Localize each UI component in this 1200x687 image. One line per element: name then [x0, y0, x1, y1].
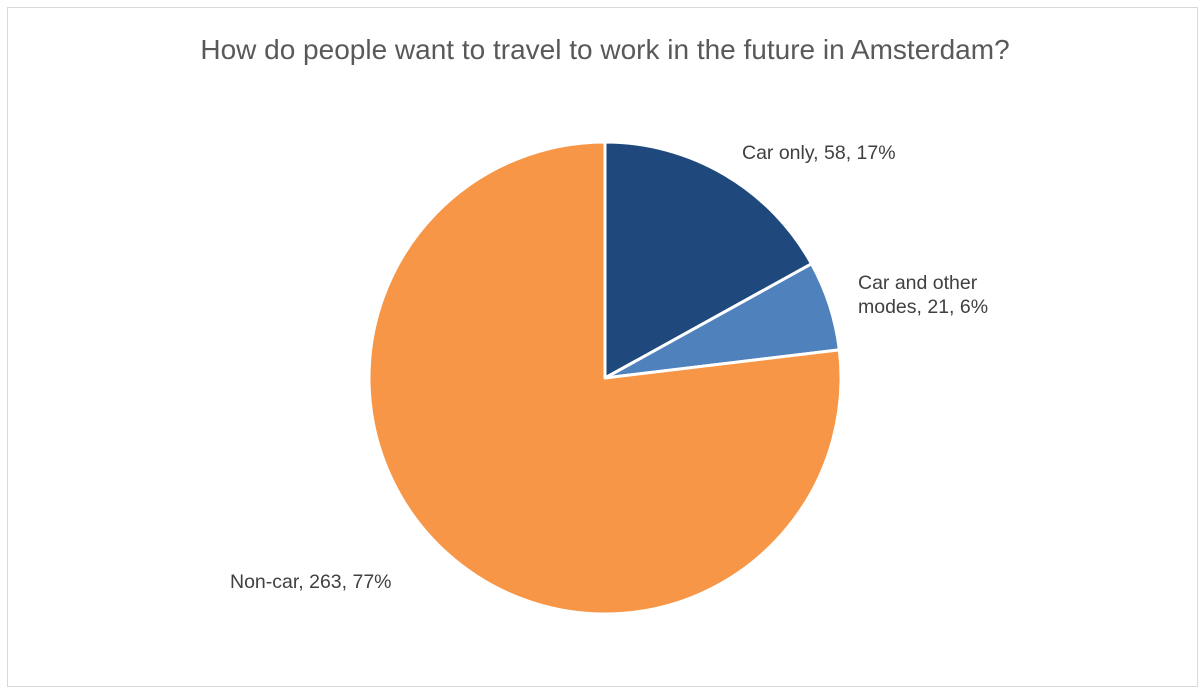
data-label-line: modes, 21, 6% [858, 296, 988, 318]
data-label-car-only: Car only, 58, 17% [742, 142, 896, 164]
pie-slice-non-car [367, 140, 843, 616]
data-label-line: Car only, 58, 17% [742, 142, 896, 164]
pie-slice-car-only [603, 140, 814, 380]
pie-slices [367, 140, 843, 616]
chart-title: How do people want to travel to work in … [200, 34, 1010, 65]
pie-data-labels: Car only, 58, 17% Car and other modes, 21,… [230, 142, 988, 593]
data-label-non-car: Non-car, 263, 77% [230, 571, 392, 593]
data-label-line: Non-car, 263, 77% [230, 571, 392, 593]
data-label-car-and-other-modes: Car and other modes, 21, 6% [858, 272, 988, 318]
data-label-line: Car and other [858, 272, 978, 294]
